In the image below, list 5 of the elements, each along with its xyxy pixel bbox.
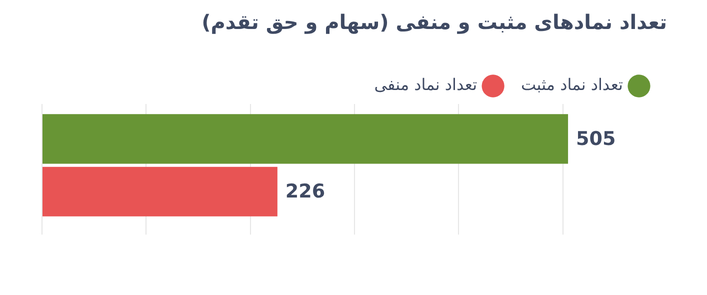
data-label: 505 — [576, 128, 616, 150]
legend-label: تعداد نماد مثبت — [521, 75, 623, 94]
chart-title: تعداد نمادهای مثبت و منفی (سهام و حق تقدم) — [202, 10, 667, 34]
data-label: 226 — [285, 180, 326, 203]
legend-label: تعداد نماد منفی — [374, 75, 478, 94]
